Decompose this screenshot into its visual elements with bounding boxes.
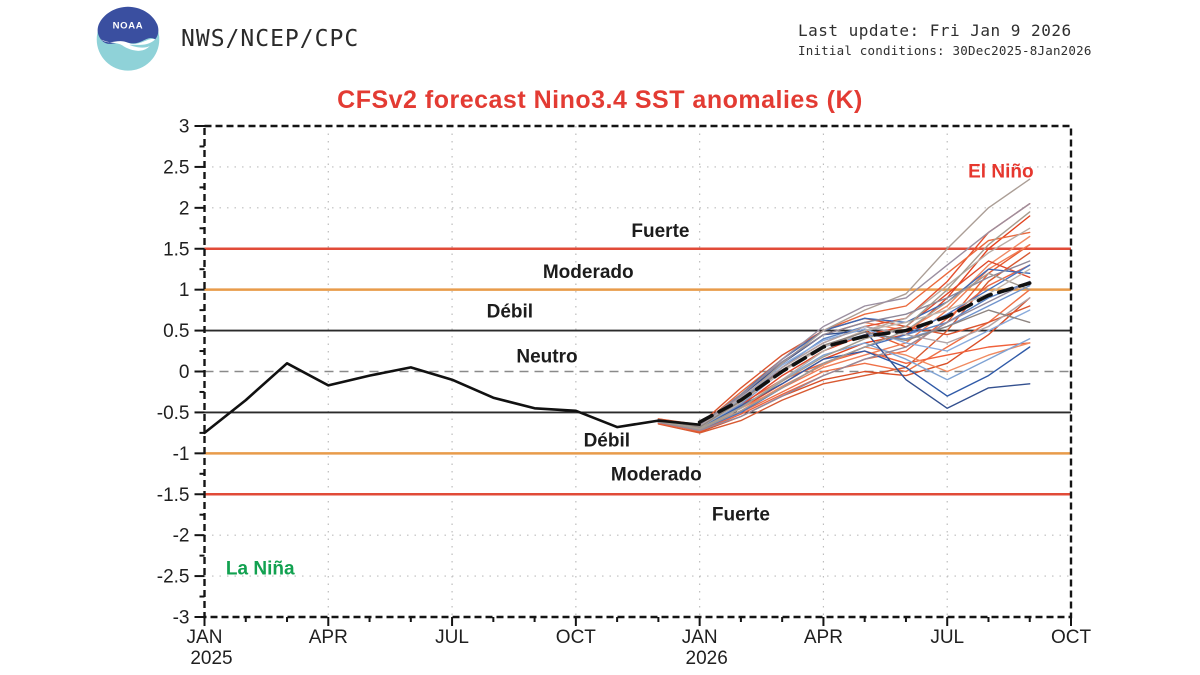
ensemble-member-line [657, 211, 1031, 430]
last-update-text: Last update: Fri Jan 9 2026 [798, 21, 1072, 40]
y-tick-label: 1.5 [163, 239, 189, 260]
zone-label-moderado-lower: Moderado [611, 464, 702, 485]
logo-text: NOAA [113, 20, 144, 31]
y-tick-label: -3 [173, 608, 190, 629]
zone-label-debil-lower: Débil [584, 431, 630, 452]
observed-sst-line [203, 361, 701, 435]
el-nino-label: El Niño [968, 162, 1033, 183]
zone-label-neutro: Neutro [516, 346, 577, 367]
y-tick-label: -2 [173, 526, 190, 547]
x-tick-label: JUL [930, 627, 964, 648]
logo-dark-shape [97, 6, 159, 44]
zone-label-fuerte-lower: Fuerte [712, 504, 770, 525]
y-tick-label: 3 [179, 117, 190, 138]
x-tick-label: APR [309, 627, 348, 648]
x-tick-label: JUL [435, 627, 469, 648]
agency-name: NWS/NCEP/CPC [181, 26, 360, 52]
y-tick-label: -1.5 [157, 485, 190, 506]
chart-title: CFSv2 forecast Nino3.4 SST anomalies (K) [337, 86, 863, 114]
ensemble-member-line [657, 309, 1031, 428]
y-tick-label: -0.5 [157, 403, 190, 424]
ensemble-member-line [657, 178, 1031, 429]
seagull-icon [100, 38, 156, 51]
x-tick-label: JAN [682, 627, 718, 648]
y-tick-label: -2.5 [157, 567, 190, 588]
x-tick-label: JAN [187, 627, 223, 648]
ensemble-member-line [657, 289, 1031, 432]
update-info-block: Last update: Fri Jan 9 2026 Initial cond… [798, 21, 1092, 58]
x-tick-label: OCT [556, 627, 597, 648]
x-tick-label: OCT [1051, 627, 1092, 648]
initial-conditions-text: Initial conditions: 30Dec2025-8Jan2026 [798, 43, 1092, 58]
y-tick-label: -1 [173, 444, 190, 465]
x-year-label: 2025 [190, 648, 232, 669]
ensemble-mean-line [697, 281, 1032, 425]
y-tick-label: 1 [179, 280, 190, 301]
ensemble-member-line [657, 280, 1031, 432]
zone-label-debil-upper: Débil [487, 301, 533, 322]
x-year-label: 2026 [686, 648, 728, 669]
ensemble-member-line [657, 280, 1031, 428]
x-tick-label: APR [804, 627, 843, 648]
y-tick-label: 2 [179, 198, 190, 219]
la-nina-label: La Niña [226, 558, 295, 579]
ensemble-member-line [657, 297, 1031, 433]
zone-label-moderado-upper: Moderado [543, 262, 634, 283]
y-tick-label: 0.5 [163, 321, 189, 342]
zone-label-fuerte-upper: Fuerte [631, 221, 689, 242]
ensemble-member-line [657, 272, 1031, 431]
y-tick-label: 0 [179, 362, 190, 383]
ensemble-member-line [657, 309, 1031, 428]
ensemble-member-line [657, 297, 1031, 427]
y-tick-label: 2.5 [163, 157, 189, 178]
noaa-logo: NOAA [96, 6, 160, 71]
